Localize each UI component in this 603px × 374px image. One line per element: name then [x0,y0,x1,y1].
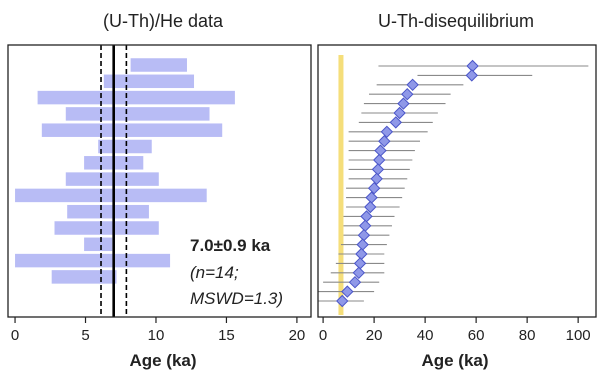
right-band [338,55,344,315]
age-point [341,285,354,298]
n-annotation: (n=14; [190,263,239,282]
age-point [355,247,368,261]
right-panel-title: U-Th-disequilibrium [378,11,534,31]
age-bar [130,58,187,72]
x-tick-label: 60 [468,327,485,344]
x-tick-label: 10 [148,327,165,344]
age-point [389,116,402,129]
age-bar [37,90,235,105]
x-tick-label: 0 [11,327,19,344]
age-bar [65,172,159,186]
right-plot-frame [317,44,597,318]
age-point [352,266,366,280]
age-point [357,228,371,242]
right-x-axis-label: Age (ka) [421,351,488,370]
age-bar [15,188,207,203]
x-tick-label: 100 [566,327,591,344]
age-bar [51,270,117,284]
right-x-ticks: 0 20 40 60 80 100 [319,317,591,344]
age-bar [65,107,210,121]
age-point [380,125,394,139]
age-point [365,191,378,204]
mswd-annotation: MSWD=1.3) [190,289,283,308]
age-point [373,153,386,167]
x-tick-label: 0 [319,327,327,344]
x-tick-label: 5 [81,327,89,344]
x-tick-label: 20 [366,327,383,344]
age-point [353,257,367,270]
age-point [406,78,419,92]
age-bar [103,74,195,89]
mean-age-annotation: 7.0±0.9 ka [190,236,271,255]
left-mean [100,45,128,317]
age-point [371,163,385,176]
left-plot-frame [7,44,312,318]
x-tick-label: 80 [519,327,536,344]
age-point [397,97,410,110]
reference-band [338,55,344,315]
left-panel-title: (U-Th)/He data [103,11,224,31]
age-bar [54,221,159,235]
age-bar [15,253,171,268]
age-bar [67,204,149,219]
age-point [356,238,369,251]
age-bar [98,139,152,154]
x-tick-label: 15 [218,327,235,344]
right-points [318,59,589,308]
age-bar [41,123,223,137]
left-x-axis-label: Age (ka) [129,351,196,370]
age-point [378,134,391,148]
left-panel: (U-Th)/He data 0 5 10 15 20 7.0±0.9 ka (n=14… [7,11,312,370]
age-point [465,69,478,82]
right-panel: U-Th-disequilibrium 0 20 40 60 80 100 Age (ka… [317,11,597,370]
age-point [364,200,377,214]
age-point [348,275,362,289]
age-point [466,59,479,73]
age-point [358,219,372,233]
age-point [336,294,349,308]
x-tick-label: 40 [417,327,434,344]
age-bar [84,237,113,252]
age-point [370,172,383,186]
age-point [393,106,406,120]
age-point [367,181,381,195]
x-tick-label: 20 [289,327,306,344]
age-point [401,87,414,101]
left-x-ticks: 0 5 10 15 20 [11,317,305,344]
